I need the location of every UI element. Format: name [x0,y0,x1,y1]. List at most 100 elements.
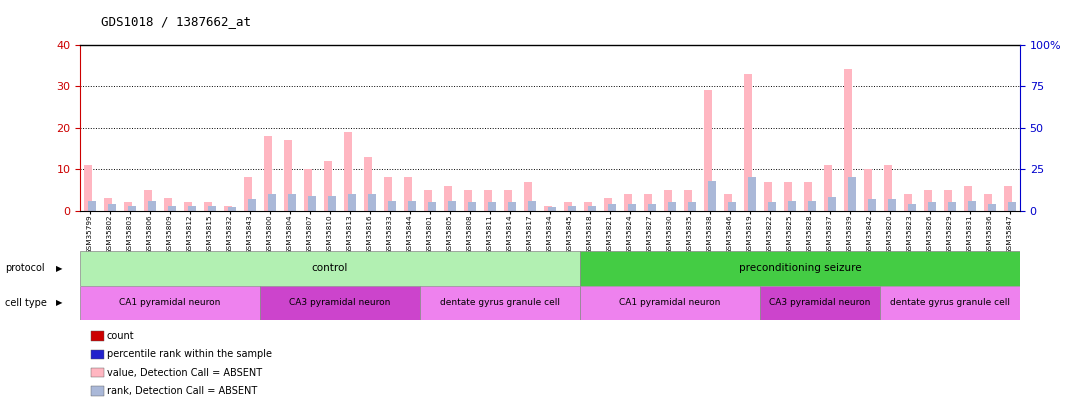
Bar [488,202,496,211]
Bar [889,199,896,211]
Bar [624,194,632,211]
Bar [928,202,936,211]
Bar [768,202,775,211]
Bar [944,190,952,211]
Bar [529,200,536,211]
Bar [468,202,476,211]
Bar [288,194,296,211]
Bar [724,194,732,211]
Bar [408,200,415,211]
Bar [688,202,695,211]
Bar [364,157,372,211]
Bar [208,206,216,211]
Bar [148,200,156,211]
Bar [628,204,635,211]
Bar [105,198,112,211]
Bar [604,198,612,211]
Bar [765,181,772,211]
Bar [164,198,172,211]
Text: GDS1018 / 1387662_at: GDS1018 / 1387662_at [101,15,251,28]
Bar [428,202,436,211]
Bar [185,202,192,211]
Bar [420,286,580,320]
Bar [868,199,876,211]
Text: dentate gyrus granule cell: dentate gyrus granule cell [440,298,560,307]
Bar [588,206,596,211]
Bar [261,286,420,320]
Bar [964,185,972,211]
Bar [449,200,456,211]
Bar [424,190,431,211]
Text: preconditioning seizure: preconditioning seizure [739,263,861,273]
Text: dentate gyrus granule cell: dentate gyrus granule cell [890,298,1010,307]
Bar [664,190,672,211]
Bar [784,181,791,211]
Bar [580,251,1020,286]
Bar [969,200,976,211]
Bar [384,177,392,211]
Bar [580,286,760,320]
Bar [545,207,552,211]
Text: control: control [312,263,348,273]
Bar [89,200,96,211]
Bar [648,204,656,211]
Bar [564,202,571,211]
Text: ▶: ▶ [56,298,62,307]
Bar [84,165,92,211]
Bar [1004,185,1011,211]
Text: rank, Detection Call = ABSENT: rank, Detection Call = ABSENT [107,386,257,396]
Bar [924,190,931,211]
Bar [169,206,176,211]
Bar [224,207,232,211]
Text: CA1 pyramidal neuron: CA1 pyramidal neuron [120,298,221,307]
Bar [584,202,592,211]
Bar [80,286,261,320]
Bar [884,165,892,211]
Bar [284,140,292,211]
Text: protocol: protocol [5,263,45,273]
Bar [984,194,992,211]
Bar [264,136,272,211]
Bar [128,206,136,211]
Bar [824,165,832,211]
Bar [704,90,711,211]
Bar [848,177,855,211]
Bar [948,202,956,211]
Bar [880,286,1020,320]
Text: cell type: cell type [5,298,47,308]
Text: percentile rank within the sample: percentile rank within the sample [107,350,271,359]
Bar [728,202,736,211]
Bar [368,194,376,211]
Bar [808,200,816,211]
Bar [568,206,576,211]
Bar [988,204,995,211]
Bar [608,204,616,211]
Bar [548,207,555,211]
Bar [344,132,351,211]
Bar [508,202,516,211]
Text: count: count [107,331,135,341]
Bar [108,204,116,211]
Bar [669,202,676,211]
Text: ▶: ▶ [56,264,62,273]
Bar [1008,202,1016,211]
Bar [304,169,312,211]
Bar [245,177,252,211]
Bar [229,207,236,211]
Bar [444,185,452,211]
Bar [760,286,880,320]
Bar [908,204,915,211]
Bar [348,194,356,211]
Bar [204,202,211,211]
Bar [328,196,335,211]
Bar [788,200,796,211]
Bar [864,169,871,211]
Bar [524,181,532,211]
Text: value, Detection Call = ABSENT: value, Detection Call = ABSENT [107,368,262,377]
Bar [309,196,316,211]
Text: CA1 pyramidal neuron: CA1 pyramidal neuron [619,298,721,307]
Bar [484,190,492,211]
Bar [124,202,131,211]
Bar [188,206,195,211]
Bar [685,190,692,211]
